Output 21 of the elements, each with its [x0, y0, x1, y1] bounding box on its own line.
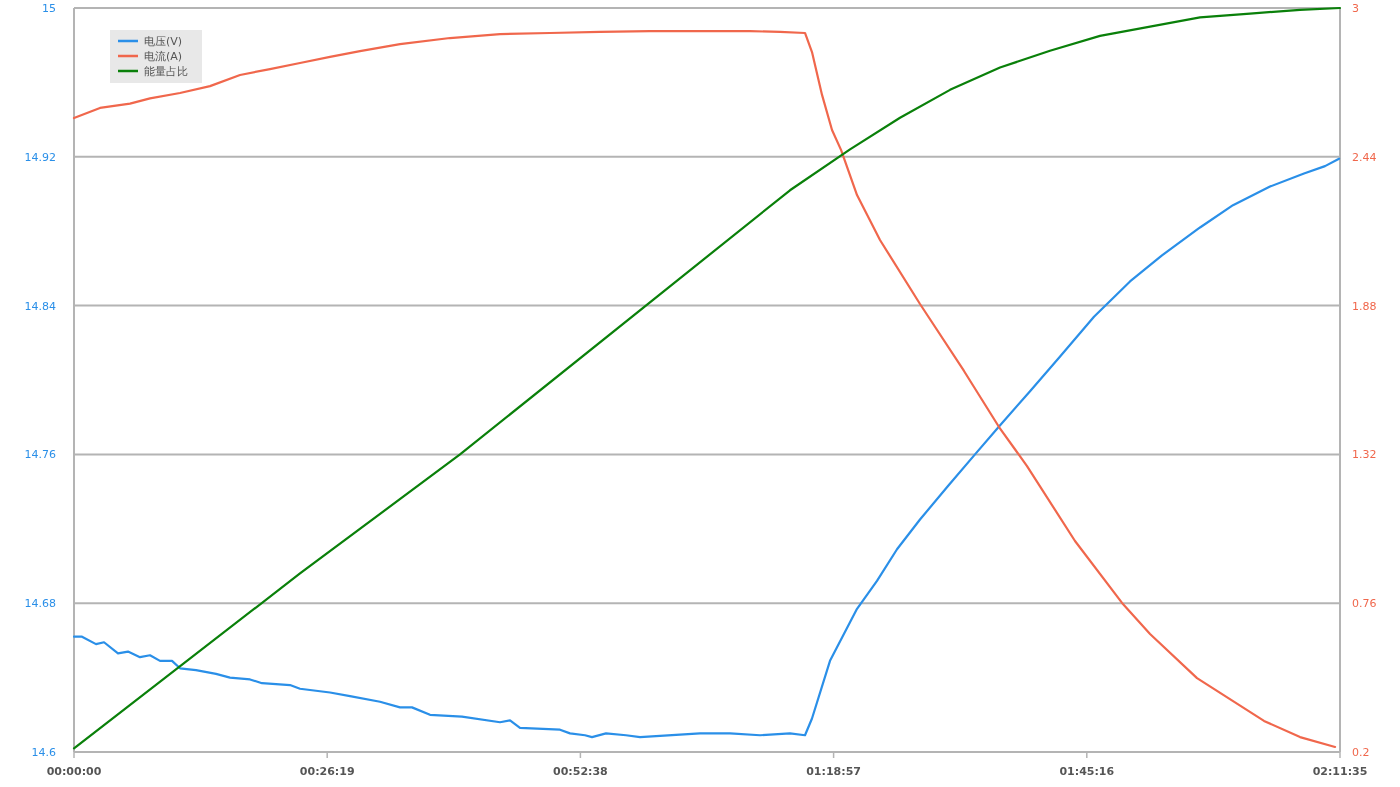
- y-tick-label: 14.6: [31, 746, 56, 759]
- x-tick-label: 00:26:19: [299, 765, 355, 778]
- x-tick-label: 00:00:00: [46, 765, 102, 778]
- legend-label: 能量占比: [144, 65, 188, 78]
- y-tick-label: 14.92: [24, 150, 56, 164]
- y-tick-label: 14.84: [24, 299, 56, 313]
- y2-tick-label: 0.76: [1352, 597, 1377, 611]
- y2-tick-label: 1.32: [1352, 448, 1377, 462]
- y2-tick-label: 0.2: [1352, 746, 1370, 759]
- legend-label: 电压(V): [144, 35, 183, 48]
- y2-tick-label: 2.44: [1352, 150, 1377, 164]
- x-tick-label: 01:18:57: [806, 765, 861, 778]
- y2-tick-label: 3: [1352, 2, 1359, 15]
- y-tick-label: 14.68: [24, 597, 56, 611]
- x-tick-label: 02:11:35: [1312, 765, 1368, 778]
- x-tick-label: 00:52:38: [553, 765, 608, 778]
- x-tick-label: 01:45:16: [1059, 765, 1115, 778]
- y-tick-label: 15: [42, 2, 56, 15]
- y-tick-label: 14.76: [24, 448, 56, 462]
- y2-tick-label: 1.88: [1352, 299, 1377, 313]
- legend-label: 电流(A): [144, 50, 183, 63]
